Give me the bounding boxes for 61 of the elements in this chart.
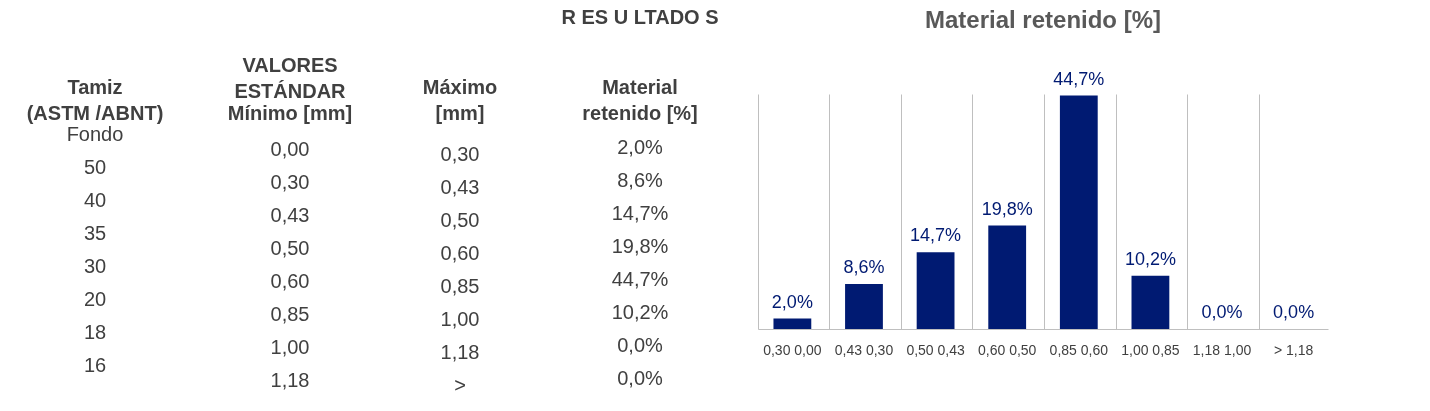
text: Máximo [mm]	[422, 76, 498, 124]
bar	[845, 284, 883, 329]
bar	[988, 225, 1027, 329]
text: Fondo	[66, 123, 124, 145]
x-tick-label: 0,50 0,43	[906, 341, 965, 358]
data-label: 0,0%	[1273, 302, 1315, 322]
text: 20	[83, 288, 107, 310]
data-label: 2,0%	[771, 291, 813, 312]
text: 1,00	[440, 308, 480, 330]
text: 0,0%	[617, 367, 664, 389]
text: VALORES ESTÁNDAR	[234, 54, 347, 102]
data-label: 0,0%	[1201, 302, 1243, 322]
text: 50	[83, 156, 107, 178]
bar	[1059, 95, 1098, 329]
data-label: 44,7%	[1053, 68, 1105, 89]
text: 2,0%	[617, 136, 664, 158]
bar	[1131, 275, 1170, 329]
text: 30	[83, 255, 107, 277]
data-label: 19,8%	[981, 198, 1033, 219]
text: 0,85	[270, 303, 310, 325]
text: 35	[83, 222, 107, 244]
text: 40	[83, 189, 107, 211]
text: 0,60	[270, 270, 310, 292]
bar	[773, 318, 812, 329]
text: 14,7%	[611, 202, 669, 224]
text: 0,43	[440, 176, 480, 198]
text: 0,00	[270, 138, 310, 160]
text: Tamiz (ASTM /ABNT)	[26, 76, 164, 124]
text: 8,6%	[617, 169, 664, 191]
chart-title: Material retenido [%]	[924, 5, 1162, 33]
text: 16	[83, 354, 107, 376]
text: 44,7%	[611, 268, 669, 290]
x-tick-label: > 1,18	[1273, 341, 1314, 358]
data-label: 10,2%	[1124, 248, 1176, 269]
text: 0,50	[440, 209, 480, 231]
x-tick-label: 1,00 0,85	[1121, 341, 1180, 358]
text: Mínimo [mm]	[227, 102, 353, 124]
text: 19,8%	[611, 235, 669, 257]
bar	[916, 252, 955, 329]
x-tick-label: 0,43 0,30	[834, 341, 894, 358]
text: 0,0%	[617, 334, 664, 356]
text: R ES U LTADO S	[561, 6, 719, 28]
text: 0,60	[440, 242, 480, 264]
x-tick-label: 0,85 0,60	[1049, 341, 1109, 358]
data-label: 14,7%	[910, 225, 962, 246]
text: Material retenido [%]	[582, 76, 698, 124]
text: 0,50	[270, 237, 310, 259]
text: >	[454, 374, 466, 396]
text: 0,30	[270, 171, 310, 193]
x-tick-label: 0,60 0,50	[978, 341, 1037, 358]
text: 18	[83, 321, 107, 343]
text: 10,2%	[611, 301, 669, 323]
x-tick-label: 0,30 0,00	[763, 341, 822, 358]
text: 0,30	[440, 143, 480, 165]
text: 1,18	[440, 341, 480, 363]
x-tick-label: 1,18 1,00	[1192, 341, 1252, 358]
text: 1,18	[270, 369, 310, 391]
text: 0,85	[440, 275, 480, 297]
data-label: 8,6%	[843, 257, 885, 278]
text: 0,43	[270, 204, 310, 226]
text: 1,00	[270, 336, 310, 358]
